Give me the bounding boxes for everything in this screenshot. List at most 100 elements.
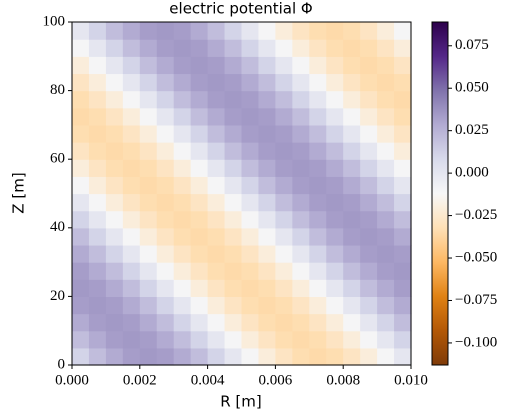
- heatmap-cell: [377, 124, 395, 143]
- heatmap-cell: [122, 22, 141, 40]
- heatmap-cell: [105, 176, 124, 195]
- y-axis-label: Z [m]: [10, 172, 28, 213]
- heatmap-cell: [122, 279, 141, 297]
- heatmap-cell: [241, 244, 260, 263]
- heatmap-cell: [309, 330, 327, 349]
- heatmap-cell: [224, 73, 243, 92]
- y-tick-label: 60: [50, 151, 65, 167]
- heatmap-cell: [292, 279, 310, 297]
- heatmap-cell: [207, 227, 226, 246]
- heatmap-cell: [122, 142, 141, 160]
- heatmap-cell: [292, 73, 310, 92]
- heatmap-cell: [275, 73, 293, 92]
- heatmap-cell: [343, 39, 361, 57]
- heatmap-cell: [309, 107, 327, 126]
- heatmap-cell: [190, 227, 209, 246]
- heatmap-cell: [292, 227, 310, 246]
- heatmap-cell: [190, 39, 209, 57]
- heatmap-cell: [258, 279, 276, 297]
- heatmap-cell: [105, 39, 124, 57]
- heatmap-cell: [88, 330, 107, 349]
- heatmap-cell: [309, 90, 327, 109]
- heatmap-cell: [241, 296, 260, 315]
- heatmap-cell: [326, 56, 344, 75]
- heatmap-cell: [105, 210, 124, 229]
- heatmap-cell: [88, 244, 107, 263]
- heatmap-cell: [377, 39, 395, 57]
- heatmap-cell: [394, 90, 412, 109]
- heatmap-cell: [292, 330, 310, 349]
- heatmap-cell: [72, 124, 90, 143]
- heatmap-cell: [292, 159, 310, 177]
- heatmap-cell: [207, 244, 226, 263]
- heatmap-cell: [72, 90, 90, 109]
- heatmap-cell: [258, 159, 276, 177]
- heatmap-cell: [190, 22, 209, 40]
- heatmap-cell: [139, 227, 158, 246]
- heatmap-cell: [394, 193, 412, 212]
- heatmap-cell: [360, 347, 378, 366]
- heatmap-cell: [377, 107, 395, 126]
- heatmap-cell: [105, 107, 124, 126]
- heatmap-cell: [326, 90, 344, 109]
- heatmap-cell: [173, 279, 192, 297]
- heatmap-cell: [139, 296, 158, 315]
- heatmap-cell: [394, 210, 412, 229]
- heatmap-cell: [156, 313, 175, 332]
- heatmap-cell: [309, 73, 327, 92]
- heatmap-cell: [258, 347, 276, 366]
- x-tick-label: 0.010: [394, 372, 428, 388]
- heatmap-cell: [173, 142, 192, 160]
- heatmap-cell: [309, 296, 327, 315]
- heatmap-cell: [139, 39, 158, 57]
- heatmap-cell: [258, 176, 276, 195]
- heatmap-cell: [224, 107, 243, 126]
- x-tick-label: 0.000: [55, 372, 89, 388]
- y-tick-label: 0: [58, 356, 66, 372]
- heatmap-cell: [105, 124, 124, 143]
- heatmap-cell: [343, 22, 361, 40]
- heatmap-cell: [190, 159, 209, 177]
- colorbar-tick-label: 0.025: [455, 122, 489, 138]
- heatmap-cell: [275, 193, 293, 212]
- heatmap-cell: [224, 142, 243, 160]
- heatmap-cell: [88, 347, 107, 366]
- heatmap-cell: [309, 159, 327, 177]
- heatmap-cell: [88, 56, 107, 75]
- heatmap-cell: [190, 347, 209, 366]
- heatmap-cell: [377, 176, 395, 195]
- colorbar-tick-label: 0.075: [455, 37, 489, 53]
- heatmap-cell: [275, 296, 293, 315]
- heatmap-cell: [156, 56, 175, 75]
- heatmap-cell: [173, 107, 192, 126]
- heatmap-cell: [394, 142, 412, 160]
- heatmap-cell: [377, 262, 395, 280]
- y-tick-label: 80: [50, 82, 65, 98]
- heatmap-cell: [190, 296, 209, 315]
- heatmap-cell: [105, 22, 124, 40]
- heatmap-cell: [224, 347, 243, 366]
- heatmap-cell: [207, 347, 226, 366]
- heatmap-cell: [173, 296, 192, 315]
- heatmap-cell: [156, 244, 175, 263]
- heatmap-cell: [241, 56, 260, 75]
- heatmap-cell: [326, 347, 344, 366]
- heatmap-cell: [105, 313, 124, 332]
- heatmap-cell: [241, 347, 260, 366]
- heatmap-cell: [292, 107, 310, 126]
- heatmap-cell: [360, 296, 378, 315]
- heatmap-cell: [190, 244, 209, 263]
- heatmap-cell: [88, 73, 107, 92]
- heatmap-cell: [360, 142, 378, 160]
- heatmap-cell: [190, 330, 209, 349]
- heatmap-cell: [258, 210, 276, 229]
- heatmap-cell: [241, 279, 260, 297]
- heatmap-cell: [190, 107, 209, 126]
- heatmap-cell: [360, 193, 378, 212]
- heatmap-cell: [88, 142, 107, 160]
- heatmap-cell: [105, 296, 124, 315]
- heatmap-cell: [224, 262, 243, 280]
- heatmap-cell: [326, 73, 344, 92]
- heatmap-cell: [139, 244, 158, 263]
- heatmap-cell: [224, 124, 243, 143]
